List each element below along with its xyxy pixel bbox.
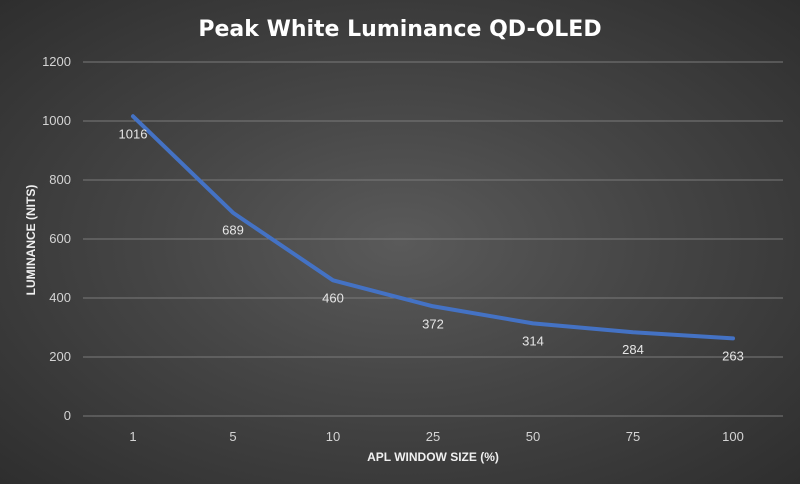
y-tick-label: 0	[64, 408, 71, 423]
x-tick-label: 100	[722, 429, 744, 444]
series-layer	[131, 114, 735, 341]
data-label: 372	[422, 316, 444, 331]
x-axis-ticks: 1 5 10 25 50 75 100	[129, 429, 743, 444]
data-label: 1016	[119, 126, 148, 141]
y-tick-label: 600	[49, 231, 71, 246]
data-label: 263	[722, 348, 744, 363]
chart-title: Peak White Luminance QD-OLED	[198, 17, 601, 42]
y-tick-label: 1000	[42, 113, 71, 128]
x-tick-label: 75	[626, 429, 640, 444]
y-tick-label: 200	[49, 349, 71, 364]
x-tick-label: 1	[129, 429, 136, 444]
y-axis-ticks: 0 200 400 600 800 1000 1200	[42, 54, 71, 423]
y-tick-label: 1200	[42, 54, 71, 69]
y-tick-label: 400	[49, 290, 71, 305]
y-tick-label: 800	[49, 172, 71, 187]
x-axis-title: APL WINDOW SIZE (%)	[367, 450, 499, 464]
y-axis-title: LUMINANCE (NITS)	[24, 185, 38, 296]
x-tick-label: 10	[326, 429, 340, 444]
data-label: 460	[322, 290, 344, 305]
x-tick-label: 50	[526, 429, 540, 444]
data-label: 284	[622, 342, 644, 357]
x-tick-label: 25	[426, 429, 440, 444]
data-label: 689	[222, 223, 244, 238]
data-labels: 1016 689 460 372 314 284 263	[119, 126, 744, 363]
gridlines	[83, 61, 783, 417]
data-label: 314	[522, 333, 544, 348]
x-tick-label: 5	[229, 429, 236, 444]
